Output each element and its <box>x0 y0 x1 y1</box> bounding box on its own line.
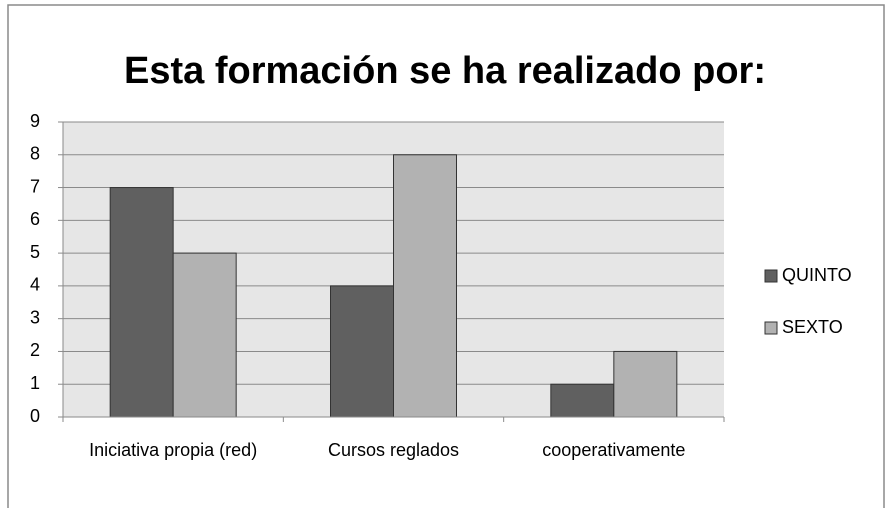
y-tick-label: 8 <box>30 144 40 164</box>
legend-label: QUINTO <box>782 265 852 285</box>
x-tick-label: Iniciativa propia (red) <box>89 440 258 460</box>
x-tick-label: cooperativamente <box>542 440 686 460</box>
bar <box>613 350 678 418</box>
bar <box>550 383 615 418</box>
bar <box>393 154 457 418</box>
y-tick-label: 9 <box>30 111 40 131</box>
bar <box>330 285 394 418</box>
bar <box>109 187 174 418</box>
chart-title: Esta formación se ha realizado por: <box>124 50 766 92</box>
y-tick-label: 3 <box>30 307 40 327</box>
y-tick-label: 4 <box>30 275 40 295</box>
legend-swatch <box>764 269 778 283</box>
y-tick-label: 0 <box>30 406 40 426</box>
legend-swatch <box>764 321 778 335</box>
y-tick-label: 1 <box>30 373 40 393</box>
y-tick-label: 5 <box>30 242 40 262</box>
y-tick-label: 2 <box>30 340 40 360</box>
x-tick-label: Cursos reglados <box>327 440 460 460</box>
bar <box>172 252 237 418</box>
y-tick-label: 6 <box>30 209 40 229</box>
y-tick-label: 7 <box>30 176 40 196</box>
legend-label: SEXTO <box>782 317 843 337</box>
